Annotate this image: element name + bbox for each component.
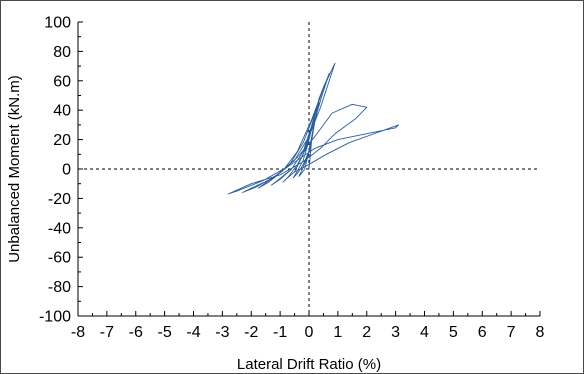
x-tick-label: -6 — [129, 324, 143, 341]
y-tick-label: 60 — [53, 73, 71, 90]
x-axis-title: Lateral Drift Ratio (%) — [237, 356, 381, 373]
x-tick-label: 6 — [478, 324, 487, 341]
y-axis-title: Unbalanced Moment (kN.m) — [6, 75, 23, 263]
x-tick-label: 3 — [391, 324, 400, 341]
x-tick-label: 0 — [305, 324, 314, 341]
x-tick-label: -4 — [186, 324, 200, 341]
x-tick-label: 7 — [507, 324, 516, 341]
x-tick-label: 5 — [449, 324, 458, 341]
y-tick-label: 20 — [53, 132, 71, 149]
y-tick-label: -20 — [48, 191, 71, 208]
x-tick-label: -7 — [100, 324, 114, 341]
y-tick-label: -60 — [48, 250, 71, 267]
x-tick-label: 2 — [362, 324, 371, 341]
x-tick-label: -5 — [158, 324, 172, 341]
y-tick-label: 40 — [53, 103, 71, 120]
x-tick-label: -8 — [71, 324, 85, 341]
y-tick-label: 80 — [53, 44, 71, 61]
x-tick-label: -2 — [244, 324, 258, 341]
y-tick-label: -40 — [48, 220, 71, 237]
y-axis: 100 80 60 40 20 0 -20 -40 -60 -80 -100 — [39, 15, 83, 326]
x-tick-label: 4 — [420, 324, 429, 341]
x-axis: -8 -7 -6 -5 -4 -3 -2 -1 0 1 2 3 4 5 6 7 8 — [71, 311, 545, 341]
y-tick-label: 0 — [62, 162, 71, 179]
x-tick-label: -3 — [215, 324, 229, 341]
y-tick-label: -80 — [48, 279, 71, 296]
y-tick-label: 100 — [44, 15, 71, 32]
series-layer — [227, 62, 399, 195]
x-tick-label: 8 — [536, 324, 545, 341]
x-tick-label: 1 — [333, 324, 342, 341]
hysteresis-curve — [227, 62, 399, 195]
x-tick-label: -1 — [273, 324, 287, 341]
y-tick-label: -100 — [39, 309, 71, 326]
